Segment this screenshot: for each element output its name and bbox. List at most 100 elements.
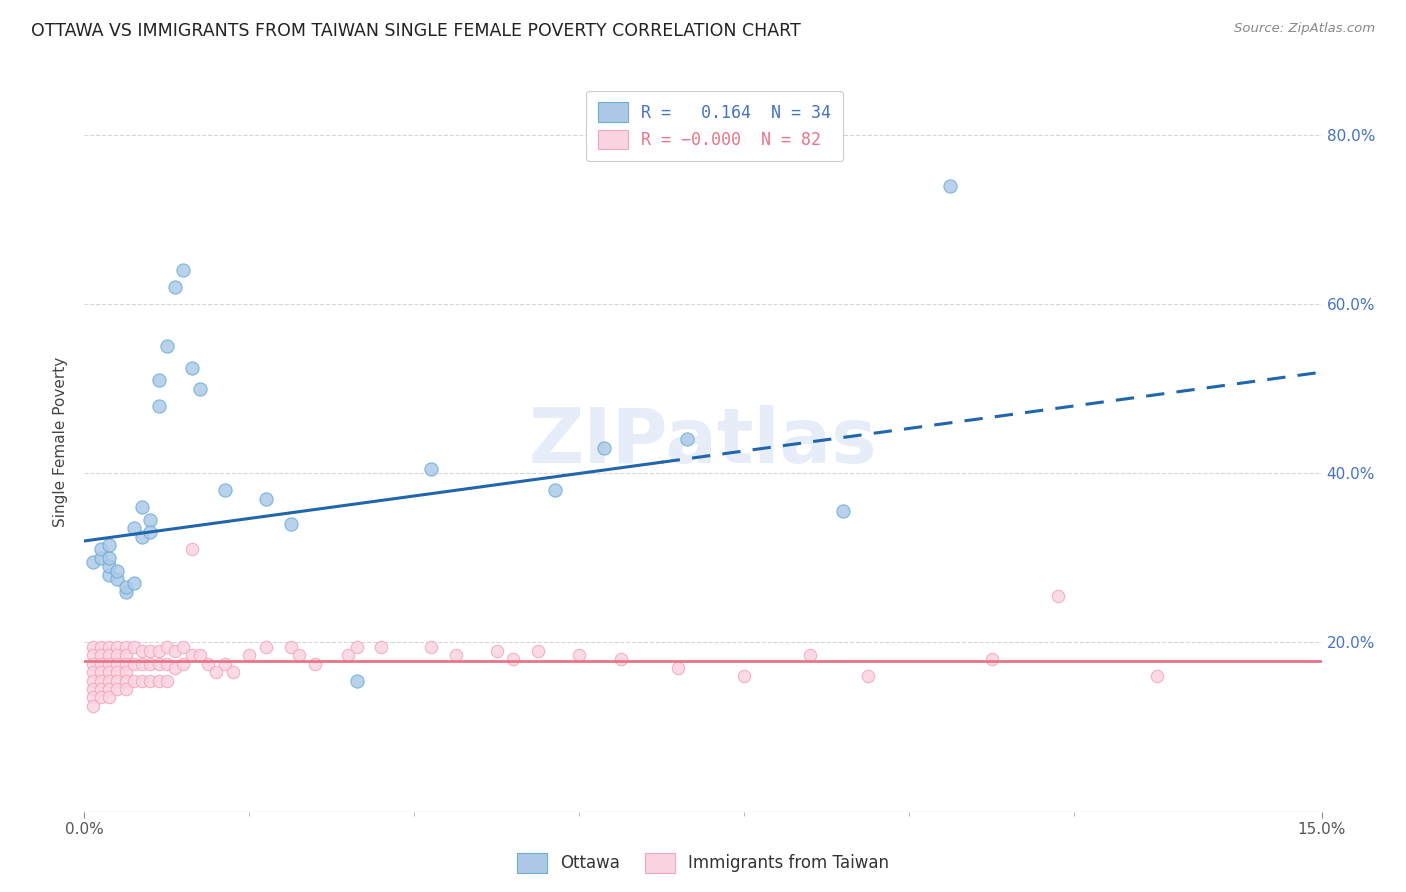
Point [105, 665, 128, 679]
Point [188, 382, 211, 396]
Point [98, 690, 121, 705]
Point [939, 178, 962, 193]
Point [114, 640, 136, 654]
Point [180, 648, 202, 663]
Text: ZIPatlas: ZIPatlas [529, 405, 877, 478]
Point [90, 550, 112, 565]
Point [188, 648, 211, 663]
Point [148, 673, 170, 688]
Point [165, 280, 187, 294]
Point [666, 661, 689, 675]
Point [105, 681, 128, 696]
Point [114, 584, 136, 599]
Point [675, 433, 697, 447]
Point [82, 648, 104, 663]
Point [139, 644, 162, 658]
Point [105, 572, 128, 586]
Point [98, 665, 121, 679]
Point [172, 657, 194, 671]
Point [98, 681, 121, 696]
Point [502, 652, 524, 666]
Point [346, 640, 368, 654]
Point [114, 648, 136, 663]
Point [114, 657, 136, 671]
Point [122, 657, 145, 671]
Point [105, 640, 128, 654]
Point [280, 516, 302, 531]
Point [346, 673, 368, 688]
Legend: Ottawa, Immigrants from Taiwan: Ottawa, Immigrants from Taiwan [510, 847, 896, 880]
Point [131, 657, 153, 671]
Point [131, 673, 153, 688]
Point [82, 555, 104, 569]
Point [165, 661, 187, 675]
Point [122, 640, 145, 654]
Point [214, 483, 236, 498]
Point [131, 530, 153, 544]
Point [856, 669, 879, 683]
Point [98, 648, 121, 663]
Point [254, 491, 277, 506]
Point [980, 652, 1002, 666]
Point [733, 669, 755, 683]
Point [122, 521, 145, 535]
Point [197, 657, 219, 671]
Point [98, 657, 121, 671]
Point [444, 648, 467, 663]
Point [156, 673, 179, 688]
Point [82, 665, 104, 679]
Point [1046, 589, 1069, 603]
Point [131, 500, 153, 515]
Point [419, 640, 441, 654]
Point [105, 657, 128, 671]
Point [105, 564, 128, 578]
Point [90, 690, 112, 705]
Point [148, 644, 170, 658]
Point [105, 673, 128, 688]
Point [238, 648, 260, 663]
Point [799, 648, 821, 663]
Point [90, 648, 112, 663]
Point [90, 673, 112, 688]
Point [98, 673, 121, 688]
Point [139, 657, 162, 671]
Point [82, 698, 104, 713]
Point [280, 640, 302, 654]
Point [222, 665, 245, 679]
Point [156, 339, 179, 353]
Point [90, 681, 112, 696]
Point [139, 513, 162, 527]
Y-axis label: Single Female Poverty: Single Female Poverty [53, 357, 69, 526]
Point [82, 640, 104, 654]
Point [254, 640, 277, 654]
Point [165, 644, 187, 658]
Point [98, 538, 121, 552]
Point [593, 441, 616, 455]
Point [1146, 669, 1168, 683]
Point [105, 648, 128, 663]
Point [82, 657, 104, 671]
Point [114, 665, 136, 679]
Point [205, 665, 228, 679]
Point [485, 644, 508, 658]
Point [114, 581, 136, 595]
Point [114, 673, 136, 688]
Point [156, 640, 179, 654]
Point [419, 462, 441, 476]
Point [131, 644, 153, 658]
Point [304, 657, 326, 671]
Point [172, 640, 194, 654]
Point [98, 567, 121, 582]
Point [139, 673, 162, 688]
Point [832, 504, 855, 518]
Point [609, 652, 631, 666]
Point [90, 542, 112, 557]
Point [139, 525, 162, 540]
Point [98, 640, 121, 654]
Point [527, 644, 550, 658]
Point [156, 657, 179, 671]
Point [180, 360, 202, 375]
Point [568, 648, 591, 663]
Point [98, 550, 121, 565]
Point [82, 690, 104, 705]
